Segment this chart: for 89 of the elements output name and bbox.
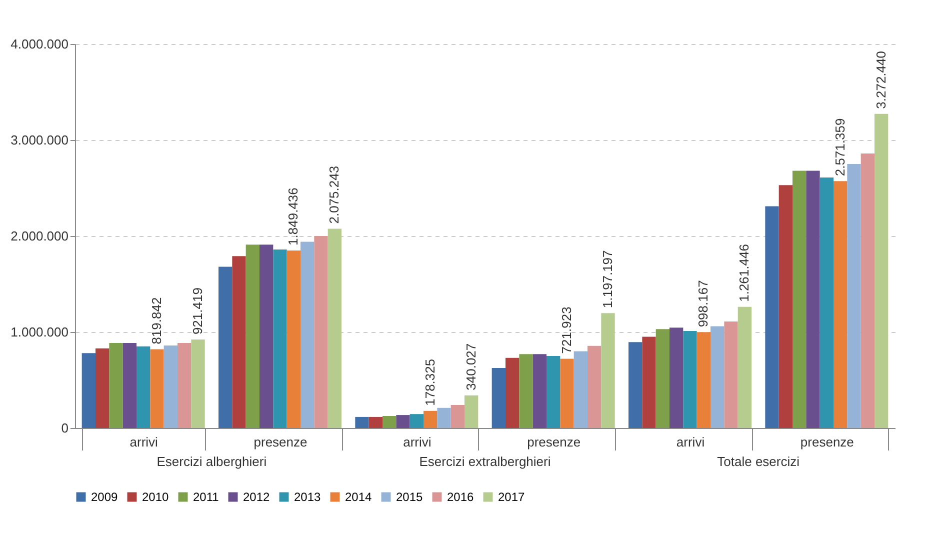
- x-tick-label: arrivi: [130, 434, 158, 450]
- bar: [492, 368, 506, 428]
- bar: [410, 414, 424, 428]
- bar: [273, 249, 287, 428]
- bar: [683, 331, 697, 428]
- bar: [820, 177, 834, 428]
- data-label: 721.923: [559, 306, 574, 354]
- text: Totale esercizi: [717, 454, 800, 469]
- bar: [642, 336, 656, 428]
- bar: [560, 358, 574, 428]
- bar: [437, 408, 451, 428]
- bar: [355, 416, 369, 428]
- x-tick-label: presenze: [254, 434, 308, 450]
- y-tick-label: 0: [61, 420, 68, 436]
- bar: [122, 343, 136, 428]
- bar: [191, 340, 205, 428]
- data-label: 1.261.446: [736, 244, 752, 302]
- bar: [150, 349, 164, 428]
- data-label: 819.842: [149, 297, 164, 344]
- bar: [847, 164, 861, 428]
- text: Esercizi extralberghieri: [419, 454, 551, 469]
- bar: [532, 354, 546, 428]
- bar: [628, 342, 642, 428]
- y-tick-label: 3.000.000: [10, 132, 68, 148]
- x-tick-label: presenze: [527, 434, 581, 450]
- data-label: 2.571.359: [832, 118, 848, 176]
- bar: [382, 416, 396, 428]
- bar: [519, 354, 533, 428]
- bar: [601, 313, 615, 428]
- data-label: 921.419: [190, 288, 205, 335]
- bar: [424, 410, 438, 428]
- y-tick-label: 4.000.000: [10, 36, 68, 52]
- bar: [328, 228, 342, 428]
- bar: [82, 353, 96, 428]
- bar: [738, 306, 752, 428]
- bar: [506, 358, 520, 428]
- bar: [710, 326, 724, 428]
- bar: [300, 242, 314, 428]
- data-label: 340.027: [463, 343, 478, 390]
- bar: [178, 343, 192, 428]
- bar: [314, 236, 328, 428]
- bar: [588, 346, 602, 428]
- x-tick-label: arrivi: [403, 434, 432, 450]
- bar: [670, 328, 684, 428]
- y-tick-label: 2.000.000: [10, 228, 68, 244]
- bar: [696, 332, 710, 428]
- legend-label: 2009: [91, 490, 118, 504]
- data-label: 2.075.243: [326, 166, 342, 224]
- bar: [136, 346, 150, 428]
- bar: [396, 415, 410, 428]
- legend-label: 2017: [498, 490, 526, 504]
- text: Esercizi alberghieri: [156, 454, 267, 469]
- x-tick-label: presenze: [800, 434, 854, 450]
- legend-label: 2013: [294, 490, 322, 504]
- bar: [464, 395, 478, 428]
- bar: [109, 343, 123, 428]
- legend-label: 2011: [193, 490, 220, 504]
- bar: [860, 153, 874, 428]
- bar: [96, 348, 110, 428]
- bar: [656, 329, 670, 428]
- bar: [260, 244, 274, 428]
- bar: [286, 250, 300, 428]
- bar: [778, 185, 792, 428]
- bar: [792, 170, 806, 428]
- legend-label: 2016: [447, 490, 474, 504]
- bar: [765, 206, 779, 428]
- x-tick-label: arrivi: [676, 434, 705, 450]
- bar: [218, 266, 232, 428]
- bar: [574, 351, 588, 428]
- data-label: 1.849.436: [286, 188, 301, 246]
- bar: [806, 170, 820, 428]
- y-tick-label: 1.000.000: [10, 324, 68, 340]
- bar: [834, 181, 848, 428]
- legend-label: 2010: [142, 490, 170, 504]
- bar: [724, 321, 738, 428]
- legend-label: 2012: [243, 490, 270, 504]
- legend-label: 2014: [345, 490, 372, 504]
- bar: [874, 114, 888, 428]
- bar: [368, 416, 382, 428]
- data-label: 178.325: [422, 358, 438, 406]
- legend-label: 2015: [396, 490, 424, 504]
- bar: [246, 244, 260, 428]
- bar: [232, 256, 246, 428]
- bar: [164, 345, 178, 428]
- data-label: 998.167: [696, 280, 711, 328]
- data-label: 1.197.197: [600, 250, 615, 308]
- bar: [546, 356, 560, 428]
- bar: [450, 404, 464, 428]
- data-label: 3.272.440: [873, 51, 888, 109]
